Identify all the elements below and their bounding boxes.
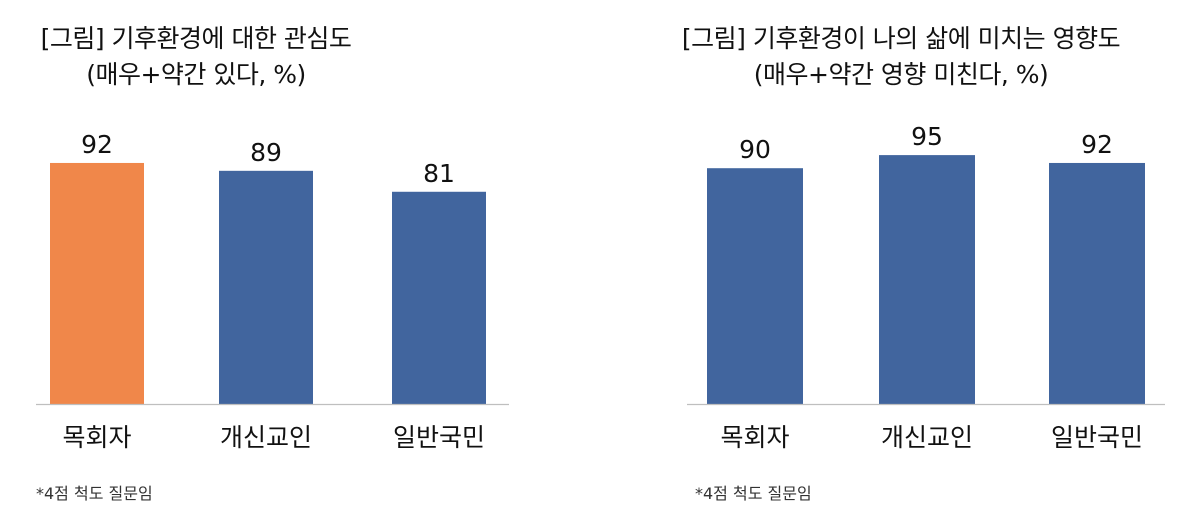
bar bbox=[879, 155, 975, 404]
category-label: 개신교인 bbox=[220, 423, 312, 452]
category-label: 목회자 bbox=[720, 423, 789, 452]
chart-title: [그림] 기후환경에 대한 관심도 bbox=[40, 24, 352, 53]
data-label: 90 bbox=[739, 135, 771, 164]
category-label: 목회자 bbox=[62, 423, 131, 452]
bar bbox=[707, 168, 803, 404]
chart-panel-attention: [그림] 기후환경에 대한 관심도 (매우+약간 있다, %) 92 목회자 89 개… bbox=[0, 0, 600, 520]
chart-panel-impact: [그림] 기후환경이 나의 삶에 미치는 영향도 (매우+약간 영향 미친다, … bbox=[601, 0, 1201, 520]
chart-title: [그림] 기후환경이 나의 삶에 미치는 영향도 bbox=[681, 24, 1121, 53]
footnote: *4점 척도 질문임 bbox=[695, 484, 812, 503]
chart-subtitle: (매우+약간 있다, %) bbox=[86, 60, 306, 89]
data-label: 89 bbox=[250, 138, 282, 167]
bar bbox=[1049, 162, 1145, 404]
chart-subtitle: (매우+약간 영향 미친다, %) bbox=[753, 60, 1049, 89]
data-label: 81 bbox=[423, 159, 455, 188]
data-label: 95 bbox=[911, 122, 943, 151]
footnote: *4점 척도 질문임 bbox=[36, 484, 153, 503]
bar bbox=[392, 191, 486, 404]
data-label: 92 bbox=[81, 130, 113, 159]
category-label: 일반국민 bbox=[393, 423, 485, 452]
category-label: 일반국민 bbox=[1051, 423, 1143, 452]
bar-chart-impact: 90 목회자 95 개신교인 92 일반국민 bbox=[687, 122, 1165, 452]
bar bbox=[50, 162, 144, 404]
bar bbox=[219, 170, 313, 404]
data-label: 92 bbox=[1081, 130, 1113, 159]
bar-chart-attention: 92 목회자 89 개신교인 81 일반국민 bbox=[36, 130, 509, 452]
category-label: 개신교인 bbox=[881, 423, 973, 452]
